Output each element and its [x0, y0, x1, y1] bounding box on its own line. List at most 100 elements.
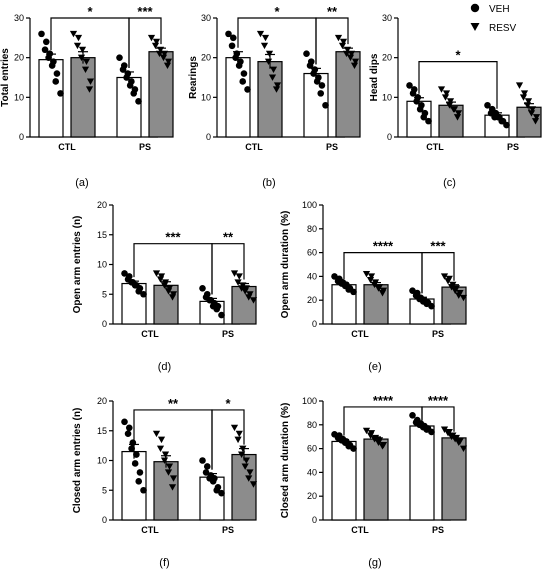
data-point [520, 90, 529, 97]
data-point [503, 121, 510, 129]
data-point [342, 50, 351, 58]
data-point [73, 42, 82, 50]
data-point [366, 432, 375, 439]
y-tick-label: 5 [102, 289, 107, 299]
data-point [52, 78, 60, 85]
significance-label: **** [373, 393, 394, 408]
y-tick-label: 10 [14, 92, 24, 102]
data-point [160, 282, 169, 289]
data-point [241, 288, 249, 295]
data-point [528, 106, 537, 113]
y-tick-label: 0 [102, 515, 107, 525]
data-point [268, 74, 277, 81]
data-point [350, 62, 359, 69]
panel-label: (a) [75, 177, 88, 189]
bar [70, 57, 96, 138]
data-point [444, 430, 452, 437]
y-tick-label: 20 [97, 396, 107, 406]
data-point [260, 42, 269, 50]
data-point [531, 118, 540, 125]
data-point [416, 105, 424, 113]
x-tick-label: PS [432, 525, 444, 535]
data-point [425, 117, 432, 125]
data-point [124, 430, 132, 438]
data-point [53, 70, 61, 77]
y-tick-label: 5 [102, 485, 107, 495]
y-tick-label: 20 [14, 53, 24, 63]
data-point [338, 42, 347, 50]
data-point [446, 98, 455, 105]
significance-label: ** [168, 396, 179, 411]
significance-bracket [211, 409, 245, 470]
y-tick-label: 100 [302, 200, 317, 210]
significance-bracket [421, 406, 455, 432]
data-point [203, 463, 211, 470]
data-point [235, 62, 243, 69]
y-tick-label: 0 [206, 132, 211, 142]
bar [331, 440, 357, 521]
x-tick-label: PS [222, 525, 234, 535]
y-tick-label: 20 [201, 53, 211, 63]
data-point [524, 98, 533, 105]
data-point [239, 78, 247, 85]
bar [257, 61, 283, 138]
data-point [156, 445, 165, 452]
panel-label: (b) [262, 177, 275, 189]
data-point [160, 457, 169, 464]
y-tick-label: 60 [307, 444, 317, 454]
x-tick-label: CTL [351, 329, 369, 339]
data-point [440, 426, 449, 433]
data-point [209, 478, 217, 485]
data-point [57, 90, 64, 97]
data-point [239, 445, 247, 452]
data-point [157, 436, 166, 444]
bar [409, 298, 435, 325]
data-point [85, 86, 94, 93]
y-tick-label: 15 [97, 426, 107, 436]
y-tick-label: 0 [19, 132, 24, 142]
bar [441, 437, 467, 521]
y-tick-label: 10 [97, 260, 107, 270]
y-tick-label: 100 [302, 396, 317, 406]
y-axis-label: Closed arm duration (%) [280, 403, 291, 519]
data-point [242, 457, 250, 464]
data-point [420, 113, 428, 121]
data-point [234, 279, 242, 286]
significance-label: * [87, 4, 93, 19]
y-tick-label: 40 [307, 271, 317, 281]
y-tick-label: 30 [382, 13, 392, 23]
y-tick-label: 10 [97, 456, 107, 466]
data-point [169, 475, 178, 482]
panel-label: (c) [443, 177, 456, 189]
data-point [228, 42, 236, 50]
data-point [69, 30, 78, 38]
data-point [168, 484, 177, 491]
bar [153, 461, 179, 521]
y-axis-label: Closed arm entries (n) [72, 408, 83, 514]
data-point [343, 46, 352, 54]
bar [38, 59, 64, 138]
data-point [246, 469, 254, 476]
data-point [159, 54, 168, 62]
data-point [374, 439, 383, 447]
data-point [409, 90, 417, 97]
data-point [313, 78, 321, 85]
data-point [156, 276, 165, 283]
y-tick-label: 10 [382, 92, 392, 102]
data-point [409, 411, 416, 419]
y-tick-label: 20 [307, 491, 317, 501]
data-point [378, 443, 387, 450]
data-point [199, 285, 206, 292]
data-point [454, 110, 463, 117]
y-tick-label: 10 [201, 92, 211, 102]
data-point [213, 305, 221, 313]
data-point [218, 311, 225, 319]
legend-resv-label: RESV [489, 23, 517, 34]
data-point [129, 439, 137, 446]
x-tick-label: PS [222, 329, 234, 339]
data-point [125, 424, 133, 432]
data-point [135, 478, 143, 485]
data-point [232, 54, 239, 61]
